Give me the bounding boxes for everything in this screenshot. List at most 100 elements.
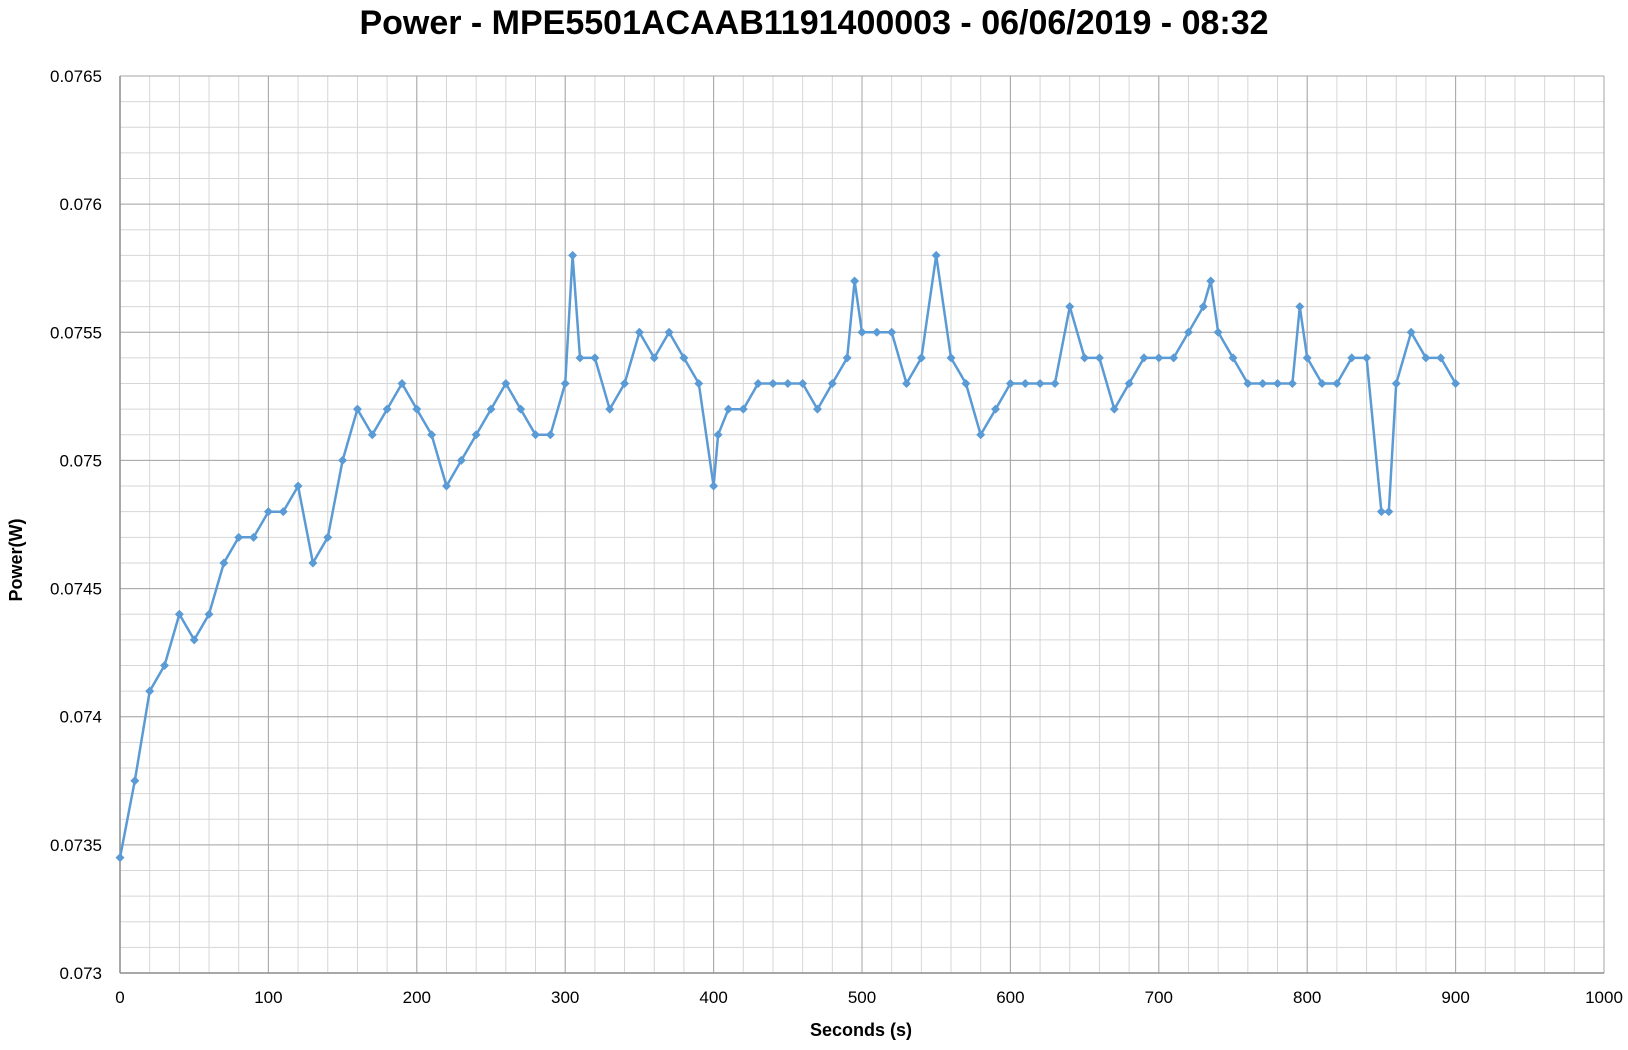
data-point <box>709 481 719 491</box>
y-tick-label: 0.0735 <box>50 836 102 855</box>
data-point <box>753 379 763 389</box>
data-point <box>412 404 422 414</box>
data-point <box>531 430 541 440</box>
data-point <box>723 404 733 414</box>
y-tick-label: 0.0745 <box>50 580 102 599</box>
data-point <box>545 430 555 440</box>
data-point <box>1035 379 1045 389</box>
data-point <box>174 609 184 619</box>
data-point <box>189 635 199 645</box>
data-point <box>575 353 585 363</box>
data-point <box>219 558 229 568</box>
data-point <box>694 379 704 389</box>
data-point <box>568 250 578 260</box>
data-point <box>872 327 882 337</box>
data-point <box>1347 353 1357 363</box>
data-point <box>1258 379 1268 389</box>
data-point <box>649 353 659 363</box>
data-point <box>842 353 852 363</box>
y-axis-label: Power(W) <box>6 518 26 601</box>
data-point <box>1243 379 1253 389</box>
data-point <box>1228 353 1238 363</box>
data-point <box>1065 302 1075 312</box>
data-point <box>1050 379 1060 389</box>
data-point <box>367 430 377 440</box>
x-tick-label: 300 <box>551 988 579 1007</box>
y-tick-label: 0.073 <box>59 964 102 983</box>
data-point <box>1376 507 1386 517</box>
data-point <box>308 558 318 568</box>
data-point <box>991 404 1001 414</box>
chart-title: Power - MPE5501ACAAB1191400003 - 06/06/2… <box>359 4 1269 42</box>
data-point <box>516 404 526 414</box>
data-point <box>1005 379 1015 389</box>
data-point <box>1169 353 1179 363</box>
data-point <box>501 379 511 389</box>
data-point <box>1109 404 1119 414</box>
data-point <box>664 327 674 337</box>
x-tick-label: 200 <box>403 988 431 1007</box>
x-tick-label: 900 <box>1441 988 1469 1007</box>
data-point <box>916 353 926 363</box>
data-point <box>1198 302 1208 312</box>
data-point <box>397 379 407 389</box>
data-point <box>713 430 723 440</box>
data-point <box>249 532 259 542</box>
series-line <box>118 254 1457 858</box>
series <box>115 250 1461 863</box>
data-point <box>1287 379 1297 389</box>
data-point <box>961 379 971 389</box>
x-tick-label: 100 <box>254 988 282 1007</box>
data-point <box>323 532 333 542</box>
x-tick-label: 800 <box>1293 988 1321 1007</box>
data-point <box>427 430 437 440</box>
x-axis-label: Seconds (s) <box>810 1020 912 1040</box>
data-point <box>352 404 362 414</box>
y-tick-label: 0.076 <box>59 195 102 214</box>
data-point <box>1213 327 1223 337</box>
data-point <box>768 379 778 389</box>
data-point <box>931 250 941 260</box>
data-point <box>1421 353 1431 363</box>
data-point <box>1206 276 1216 286</box>
grid <box>119 75 1605 974</box>
data-point <box>1154 353 1164 363</box>
data-point <box>441 481 451 491</box>
x-tick-label: 600 <box>996 988 1024 1007</box>
x-tick-label: 0 <box>115 988 124 1007</box>
data-point <box>857 327 867 337</box>
data-point <box>902 379 912 389</box>
data-point <box>486 404 496 414</box>
data-point <box>1080 353 1090 363</box>
data-point <box>1384 507 1394 517</box>
y-tick-label: 0.0755 <box>50 323 102 342</box>
data-point <box>1295 302 1305 312</box>
data-point <box>1362 353 1372 363</box>
data-point <box>160 660 170 670</box>
data-point <box>471 430 481 440</box>
data-point <box>798 379 808 389</box>
data-point <box>130 776 140 786</box>
x-tick-label: 1000 <box>1585 988 1623 1007</box>
data-point <box>1436 353 1446 363</box>
data-point <box>783 379 793 389</box>
data-point <box>1273 379 1283 389</box>
data-point <box>560 379 570 389</box>
data-point <box>263 507 273 517</box>
data-point <box>1094 353 1104 363</box>
x-tick-label: 500 <box>848 988 876 1007</box>
data-point <box>827 379 837 389</box>
data-point <box>1124 379 1134 389</box>
y-tick-label: 0.075 <box>59 451 102 470</box>
y-tick-label: 0.0765 <box>50 67 102 86</box>
data-point <box>605 404 615 414</box>
data-point <box>1391 379 1401 389</box>
data-point <box>620 379 630 389</box>
data-point <box>338 455 348 465</box>
data-point <box>293 481 303 491</box>
data-point <box>382 404 392 414</box>
data-point <box>1317 379 1327 389</box>
data-point <box>1406 327 1416 337</box>
